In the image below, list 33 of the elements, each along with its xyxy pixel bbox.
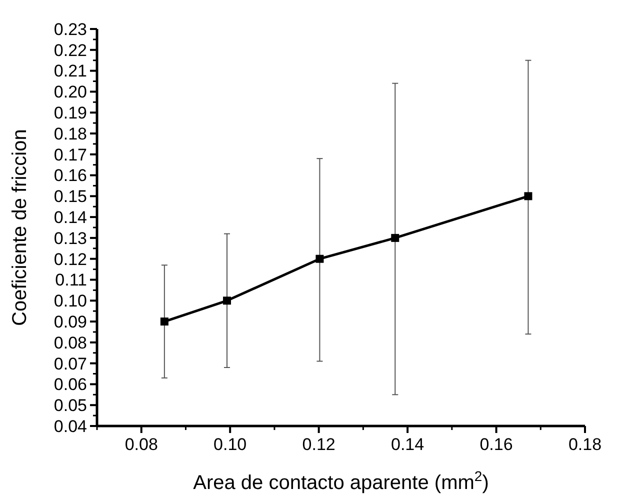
y-tick-label: 0.16 (54, 166, 87, 186)
point (160, 318, 168, 326)
y-axis-title: Coeficiente de friccion (9, 129, 31, 326)
y-tick-label: 0.12 (54, 250, 87, 269)
point (524, 192, 532, 200)
point (222, 296, 231, 305)
x-tick-label: 0.14 (391, 435, 424, 454)
x-tick-label: 0.16 (480, 435, 513, 454)
y-tick-label: 0.14 (54, 208, 87, 228)
y-tick-label: 0.19 (54, 104, 87, 123)
y-tick-label: 0.23 (54, 20, 87, 39)
y-tick-label: 0.10 (54, 292, 87, 311)
y-tick-label: 0.15 (54, 187, 87, 206)
y-tick-label: 0.17 (54, 145, 87, 164)
y-tick-label: 0.13 (54, 228, 87, 248)
y-tick-label: 0.21 (54, 62, 87, 81)
y-tick-label: 0.18 (54, 124, 87, 144)
y-tick-label: 0.08 (54, 333, 87, 352)
point (391, 234, 400, 242)
y-tick-label: 0.09 (54, 312, 87, 332)
y-tick-label: 0.04 (54, 416, 87, 436)
y-tick-label: 0.07 (54, 354, 87, 374)
y-tick-label: 0.06 (54, 375, 87, 394)
y-tick-label: 0.20 (54, 82, 87, 102)
y-tick-label: 0.05 (54, 396, 87, 416)
x-tick-label: 0.10 (214, 435, 247, 454)
x-axis-title: Area de contacto aparente (mm$^{2}$) (193, 468, 489, 494)
y-tick-label: 0.11 (55, 270, 87, 290)
point (316, 254, 324, 263)
x-tick-label: 0.18 (568, 435, 602, 454)
y-tick-label: 0.22 (54, 40, 87, 60)
x-tick-label: 0.08 (124, 435, 158, 454)
x-tick-label: 0.12 (302, 435, 336, 454)
